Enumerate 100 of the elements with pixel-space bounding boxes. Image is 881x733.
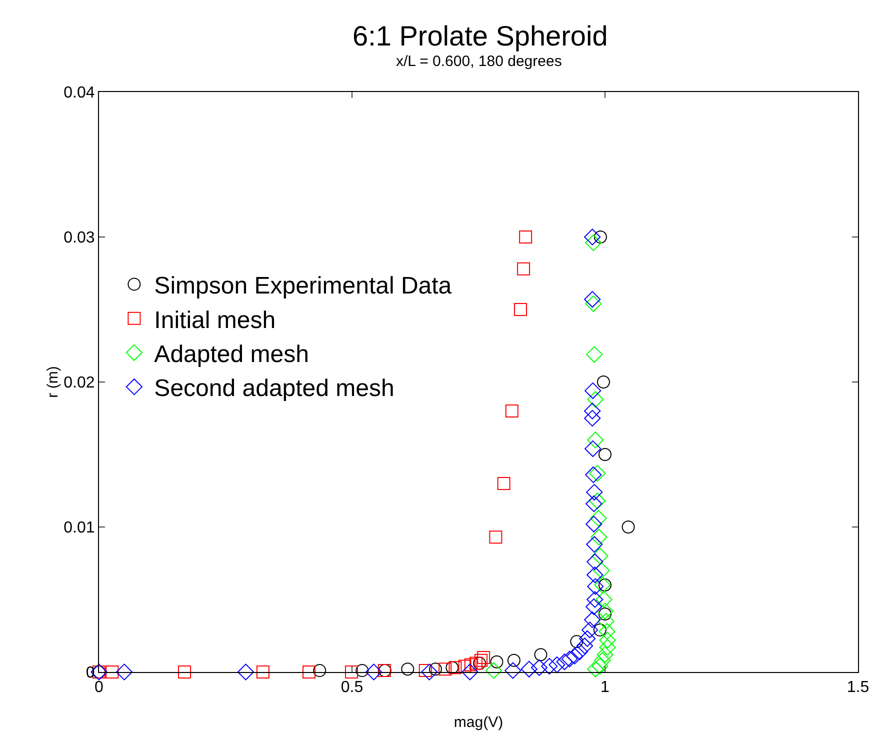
point [576, 638, 594, 654]
legend-label: Second adapted mesh [154, 375, 394, 402]
point [598, 448, 612, 461]
point [585, 295, 602, 312]
point [586, 591, 604, 608]
point [586, 496, 602, 512]
chart-title: 6:1 Prolate Spheroid [352, 20, 608, 52]
point [599, 632, 616, 648]
point [593, 623, 606, 636]
point [578, 630, 596, 647]
point [593, 562, 610, 579]
point [592, 658, 608, 674]
point [302, 666, 316, 678]
x-tick-label: 1.5 [846, 679, 870, 696]
point [462, 664, 478, 680]
point [534, 648, 548, 662]
y-tick-label: 0.02 [64, 374, 95, 392]
point [401, 662, 414, 676]
point [589, 465, 606, 482]
point [582, 622, 598, 638]
y-tick-label: 0.04 [64, 84, 95, 102]
point [586, 346, 603, 363]
point [571, 643, 588, 660]
point [596, 376, 610, 388]
point [507, 654, 520, 667]
point [356, 664, 369, 678]
point [514, 303, 527, 316]
point [590, 510, 607, 527]
x-axis-title: mag(V) [454, 714, 504, 731]
point [313, 664, 326, 678]
point [237, 664, 254, 680]
point [594, 576, 611, 594]
point [519, 230, 532, 244]
point [587, 660, 604, 678]
point [505, 404, 518, 418]
point [594, 230, 607, 244]
legend-label: Adapted mesh [154, 340, 309, 368]
point [584, 612, 601, 628]
point [586, 566, 604, 584]
point [561, 650, 578, 668]
point [589, 492, 606, 510]
point [178, 666, 192, 678]
point [594, 652, 611, 669]
point [566, 648, 583, 664]
point [587, 391, 604, 408]
point [473, 656, 486, 670]
point [590, 528, 608, 546]
point [592, 548, 608, 564]
point [421, 664, 438, 680]
point [530, 659, 548, 676]
point [584, 410, 601, 427]
point [548, 656, 566, 674]
point [570, 635, 584, 648]
point [596, 591, 612, 608]
point [438, 662, 452, 676]
point [106, 666, 119, 678]
point [344, 666, 358, 678]
point [598, 612, 614, 630]
point [365, 664, 382, 680]
point [586, 484, 603, 500]
chart-subtitle: x/L = 0.600, 180 degrees [396, 53, 562, 70]
point [474, 654, 488, 667]
point [596, 602, 614, 620]
point [541, 658, 558, 674]
y-axis-title: r (m) [44, 366, 62, 398]
point [586, 536, 603, 553]
point [485, 662, 502, 679]
x-tick-label: 1 [600, 679, 610, 696]
y-tick-label: 0.01 [64, 520, 95, 537]
point [448, 661, 462, 674]
point [520, 660, 538, 678]
point [587, 578, 604, 595]
point [584, 402, 601, 420]
point [469, 656, 482, 670]
point [256, 666, 270, 678]
point [584, 382, 602, 399]
legend-label: Initial mesh [154, 306, 276, 334]
legend-label: Simpson Experimental Data [154, 272, 452, 300]
point [586, 598, 602, 616]
y-tick-label: 0.03 [64, 230, 95, 247]
point [587, 432, 604, 448]
point [556, 654, 573, 670]
point [497, 477, 510, 490]
point [622, 520, 635, 534]
point [464, 658, 478, 672]
point [517, 262, 530, 276]
point [489, 530, 502, 544]
point [477, 651, 490, 664]
point [585, 234, 602, 252]
point [504, 662, 522, 679]
point [596, 646, 614, 663]
point [584, 228, 601, 246]
point [490, 655, 504, 668]
point [584, 440, 602, 457]
x-tick-label: 0.5 [340, 679, 364, 696]
point [586, 516, 602, 532]
point [586, 554, 604, 570]
point [598, 623, 616, 640]
point [585, 466, 602, 484]
point [584, 291, 601, 308]
